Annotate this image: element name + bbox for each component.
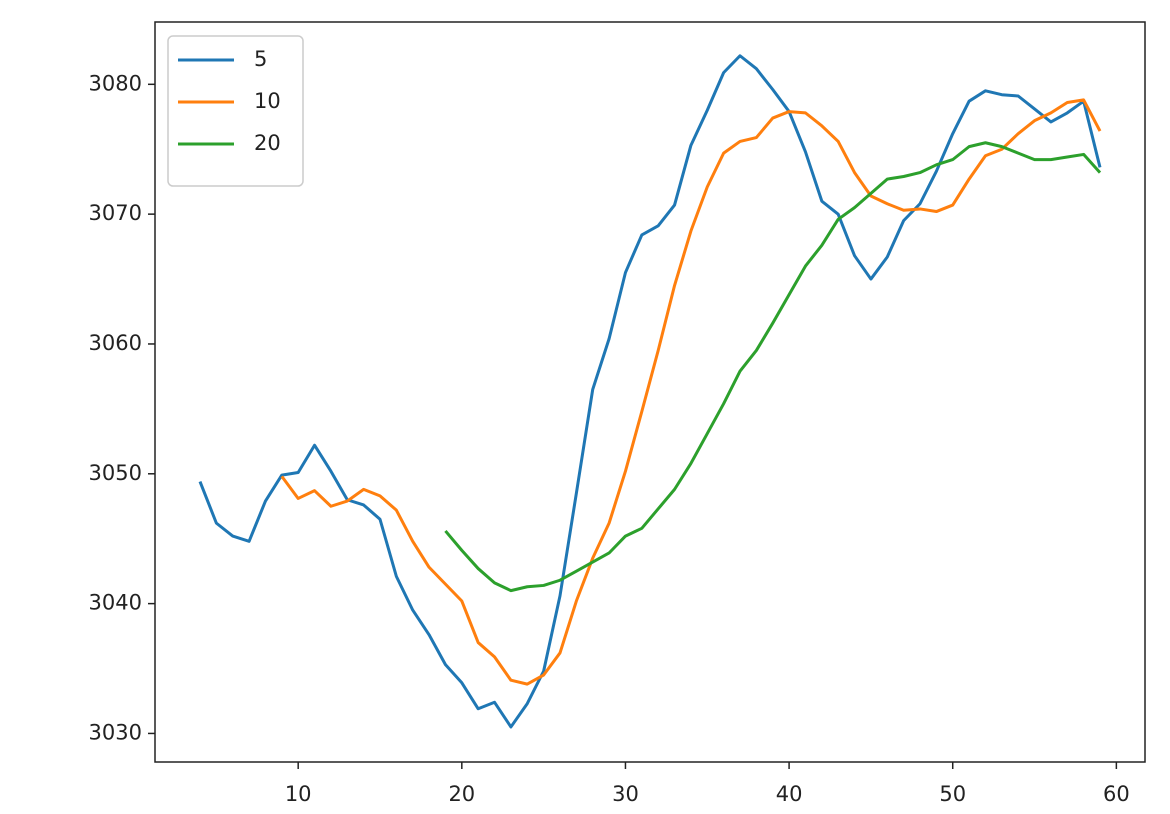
x-tick-label: 20 [448,782,475,806]
line-series [198,54,1102,729]
legend-label: 5 [254,47,267,71]
line-series [444,141,1102,593]
legend-label: 20 [254,131,281,155]
y-tick-label: 3060 [89,331,142,355]
y-tick-label: 3040 [89,591,142,615]
x-tick-label: 50 [939,782,966,806]
plot-frame [154,21,1146,763]
legend-label: 10 [254,89,281,113]
y-tick-label: 3030 [89,720,142,744]
x-tick-label: 30 [612,782,639,806]
y-tick-label: 3080 [89,71,142,95]
y-tick-label: 3050 [89,461,142,485]
y-tick-label: 3070 [89,201,142,225]
x-tick-label: 40 [776,782,803,806]
x-tick-label: 10 [285,782,312,806]
legend-box [167,35,304,187]
x-tick-label: 60 [1103,782,1130,806]
line-series [280,98,1102,686]
